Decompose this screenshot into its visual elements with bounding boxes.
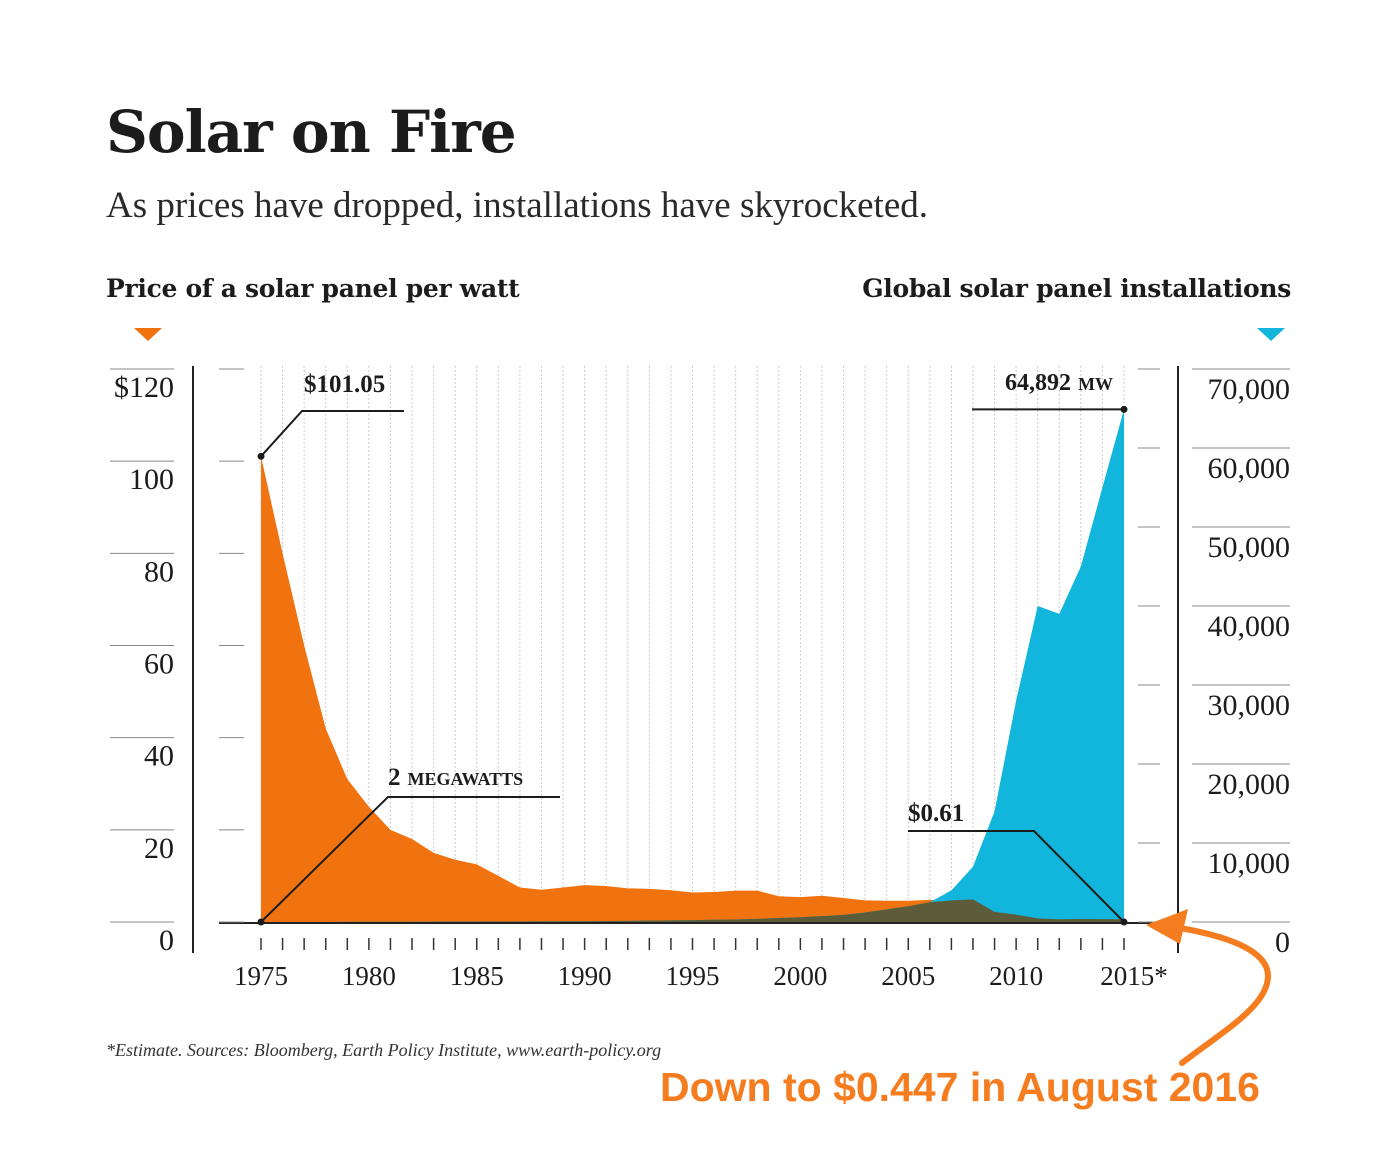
installs-end-number: 64,892 (1005, 370, 1071, 396)
right-tick-label: 40,000 (1208, 610, 1291, 643)
leader-line (908, 830, 1125, 923)
x-tick-label: 2005 (881, 961, 935, 991)
right-tick-label: 70,000 (1208, 373, 1291, 406)
overlap-area (261, 899, 1124, 922)
right-axis-title: Global solar panel installations (862, 274, 1291, 303)
ticks: 0 20 40 60 80 100 $120 0 10,000 20,000 30,000 40,00… (110, 368, 1291, 991)
x-tick-label: 1990 (558, 961, 612, 991)
x-tick-label: 1980 (342, 961, 396, 991)
annotation-dot (257, 452, 265, 460)
annotation-price-end: $0.61 (908, 800, 964, 827)
callout-arrow-icon (1146, 909, 1272, 1066)
left-axis-title: Price of a solar panel per watt (106, 274, 520, 303)
price-area (261, 456, 1124, 922)
callout-arrow-line (1177, 925, 1272, 1066)
right-tick-label: 10,000 (1208, 847, 1291, 880)
annotation-dot (1120, 918, 1128, 926)
leader-line (260, 796, 560, 923)
right-tick-label: 60,000 (1208, 452, 1291, 485)
left-tick-label: 40 (144, 740, 174, 773)
right-tick-label: 30,000 (1208, 689, 1291, 722)
annotation-installs-end: 64,892 MW (1005, 370, 1113, 396)
left-tick-label: $120 (114, 371, 174, 404)
left-tick-label: 0 (159, 924, 174, 957)
leader-line (260, 410, 404, 457)
installs-area (261, 409, 1124, 922)
x-tick-label: 1975 (234, 961, 288, 991)
x-tick-label: 2000 (773, 961, 827, 991)
left-tick-label: 20 (144, 832, 174, 865)
right-tick-label: 0 (1275, 926, 1290, 959)
footnote: *Estimate. Sources: Bloomberg, Earth Pol… (106, 1040, 662, 1060)
left-tick-label: 80 (144, 555, 174, 588)
annotation-price-start: $101.05 (304, 371, 385, 398)
left-tick-label: 100 (129, 463, 174, 496)
grid (260, 366, 1125, 922)
annotation-dot (257, 918, 265, 926)
chart-title: Solar on Fire (106, 98, 517, 166)
annotation-dot (1120, 405, 1128, 413)
right-tick-label: 20,000 (1208, 768, 1291, 801)
right-tick-label: 50,000 (1208, 531, 1291, 564)
installs-axis-marker-icon (1257, 328, 1285, 341)
chart-subtitle: As prices have dropped, installations ha… (106, 185, 928, 226)
installs-start-unit: MEGAWATTS (408, 769, 524, 789)
left-tick-label: 60 (144, 648, 174, 681)
callout-arrowhead (1146, 909, 1188, 944)
price-callout: Down to $0.447 in August 2016 (660, 1064, 1260, 1110)
installs-end-unit: MW (1078, 374, 1113, 394)
data-areas (261, 409, 1124, 922)
price-axis-marker-icon (134, 328, 162, 341)
annotation-installs-start: 2 MEGAWATTS (388, 764, 523, 791)
x-tick-label: 1985 (450, 961, 504, 991)
installs-start-number: 2 (388, 764, 401, 791)
x-tick-label: 2015* (1100, 961, 1168, 991)
axes (192, 366, 1179, 953)
annotations: $101.05 2 MEGAWATTS $0.61 64,892 MW (257, 370, 1128, 926)
x-tick-label: 2010 (989, 961, 1043, 991)
x-tick-label: 1995 (666, 961, 720, 991)
